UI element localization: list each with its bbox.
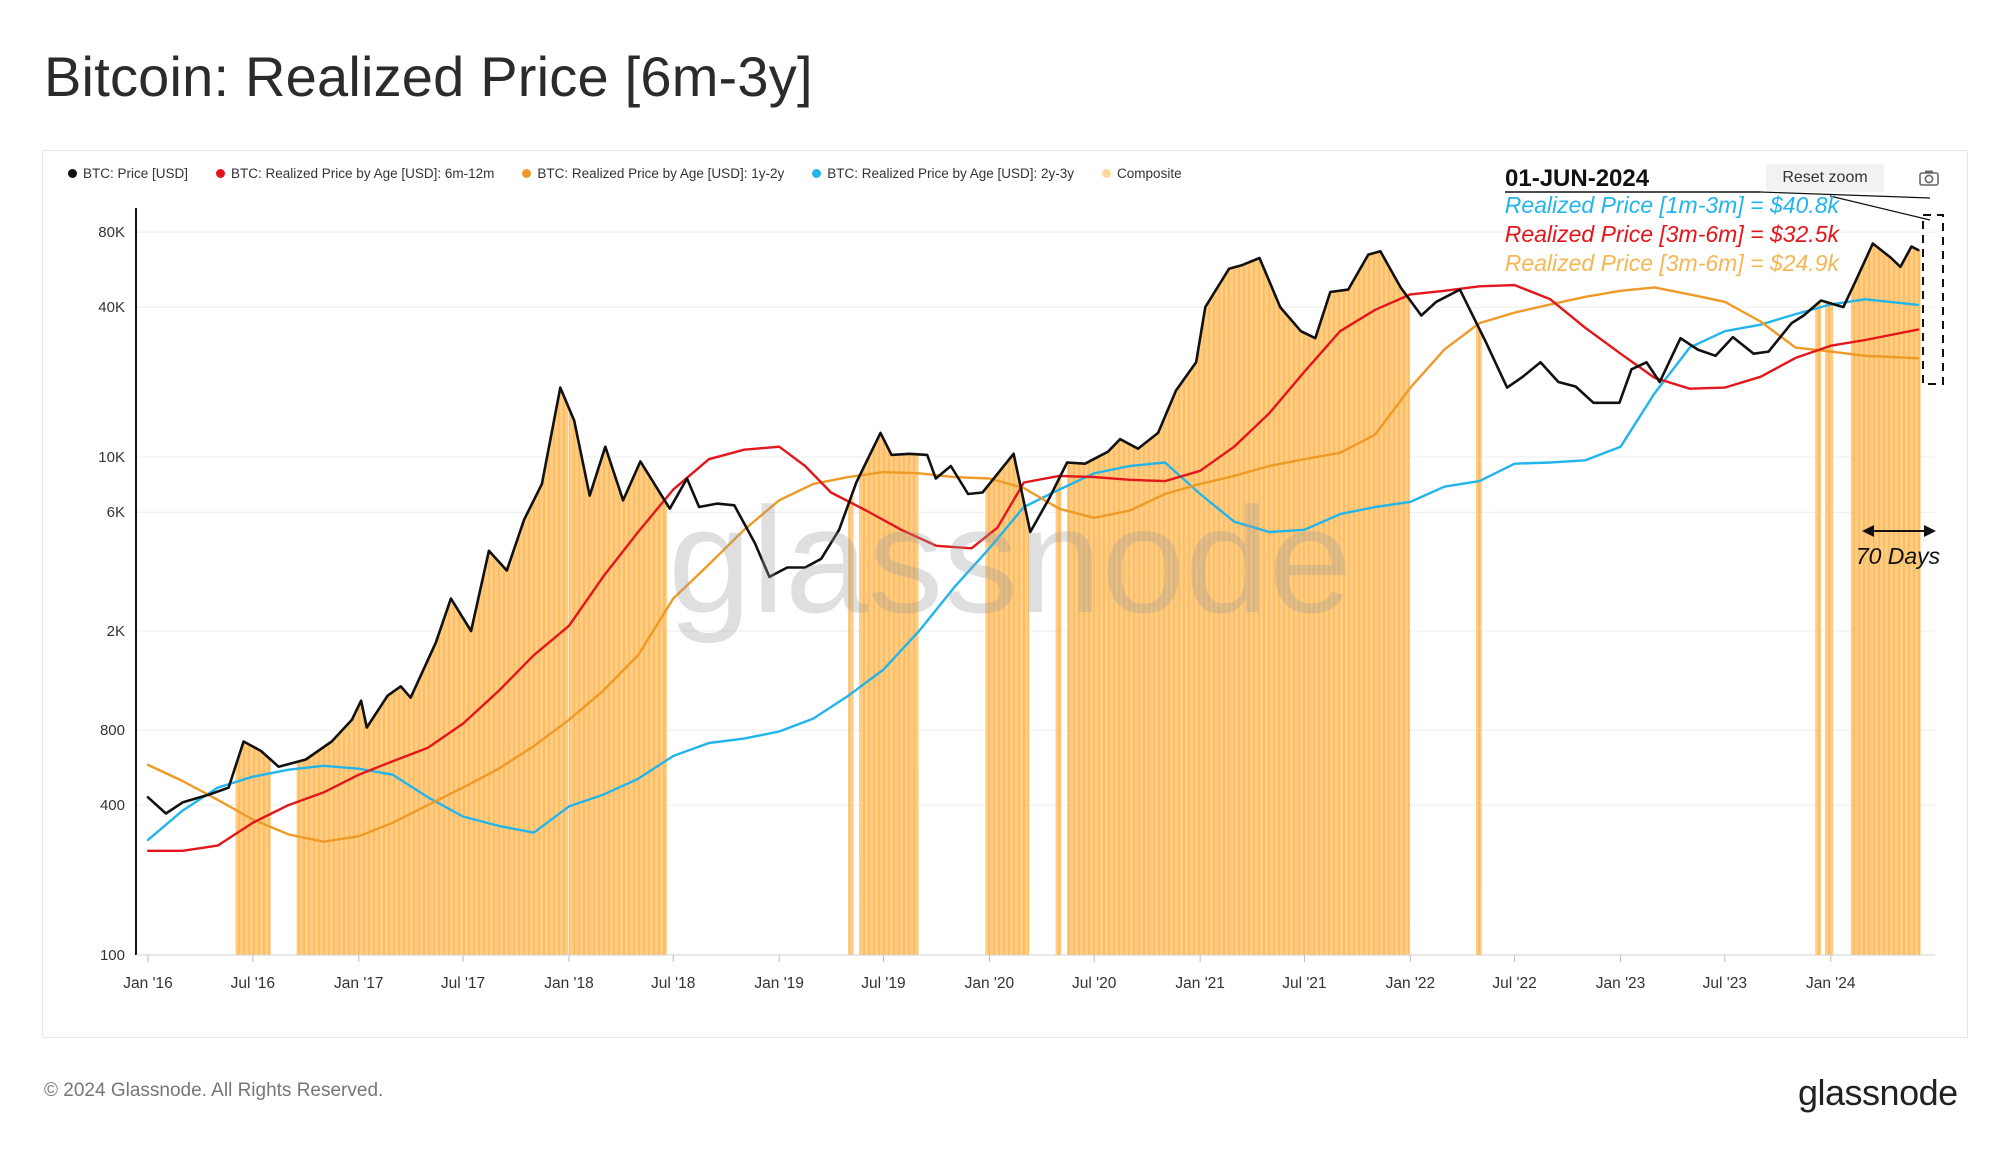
page-title: Bitcoin: Realized Price [6m-3y] [44, 45, 813, 108]
legend-dot-icon [812, 168, 822, 178]
footer-copyright: © 2024 Glassnode. All Rights Reserved. [44, 1080, 384, 1101]
legend-dot-icon [522, 168, 532, 178]
legend-dot-icon [68, 168, 77, 178]
legend-item-2y-3y[interactable]: BTC: Realized Price by Age [USD]: 2y-3y [812, 166, 1074, 181]
legend-item-btc-price[interactable]: BTC: Price [USD] [68, 166, 188, 181]
legend-label: BTC: Realized Price by Age [USD]: 2y-3y [827, 165, 1075, 181]
legend-label: BTC: Realized Price by Age [USD]: 1y-2y [537, 165, 785, 181]
legend-label: Composite [1117, 165, 1182, 181]
footer-logo: glassnode [1798, 1072, 1958, 1113]
legend-label: BTC: Price [USD] [83, 165, 189, 181]
legend-item-6m-12m[interactable]: BTC: Realized Price by Age [USD]: 6m-12m [216, 166, 494, 181]
chart-panel [42, 150, 1968, 1038]
legend-dot-icon [1102, 168, 1112, 178]
legend-dot-icon [216, 168, 226, 178]
camera-icon[interactable] [1918, 168, 1940, 188]
chart-legend: BTC: Price [USD] BTC: Realized Price by … [68, 163, 1182, 183]
legend-item-composite[interactable]: Composite [1102, 166, 1182, 181]
legend-label: BTC: Realized Price by Age [USD]: 6m-12m [231, 165, 495, 181]
reset-zoom-button[interactable]: Reset zoom [1766, 164, 1884, 192]
legend-item-1y-2y[interactable]: BTC: Realized Price by Age [USD]: 1y-2y [522, 166, 784, 181]
